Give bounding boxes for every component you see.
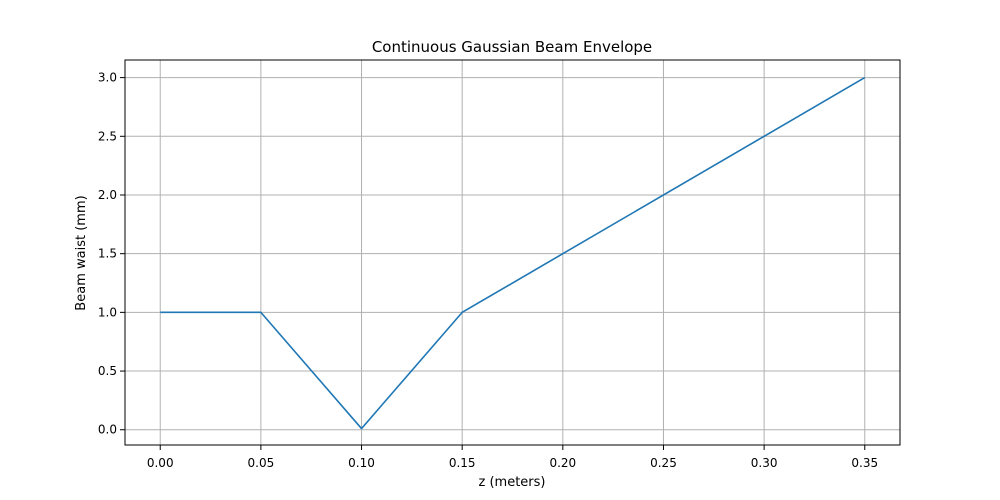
x-axis: 0.00 0.05 0.10 0.15 0.20 0.25 0.30 0.35	[147, 445, 878, 470]
x-tick-label: 0.35	[851, 456, 878, 470]
chart-title: Continuous Gaussian Beam Envelope	[372, 38, 652, 56]
x-tick-label: 0.25	[650, 456, 677, 470]
y-axis: 0.0 0.5 1.0 1.5 2.0 2.5 3.0	[98, 71, 125, 437]
y-tick-label: 2.5	[98, 129, 117, 143]
y-tick-label: 2.0	[98, 188, 117, 202]
series-line-0	[160, 76, 866, 430]
x-axis-label: z (meters)	[479, 475, 546, 490]
y-tick-label: 1.0	[98, 305, 117, 319]
x-tick-label: 0.20	[549, 456, 576, 470]
y-tick-label: 0.5	[98, 364, 117, 378]
y-axis-label: Beam waist (mm)	[74, 195, 89, 310]
x-tick-label: 0.15	[449, 456, 476, 470]
x-tick-label: 0.05	[248, 456, 275, 470]
x-tick-label: 0.10	[348, 456, 375, 470]
y-tick-label: 3.0	[98, 71, 117, 85]
x-tick-label: 0.30	[751, 456, 778, 470]
y-tick-label: 1.5	[98, 247, 117, 261]
grid	[125, 60, 900, 445]
x-tick-label: 0.00	[147, 456, 174, 470]
plot-frame	[124, 59, 901, 446]
series-layer	[160, 76, 866, 430]
y-tick-label: 0.0	[98, 423, 117, 437]
